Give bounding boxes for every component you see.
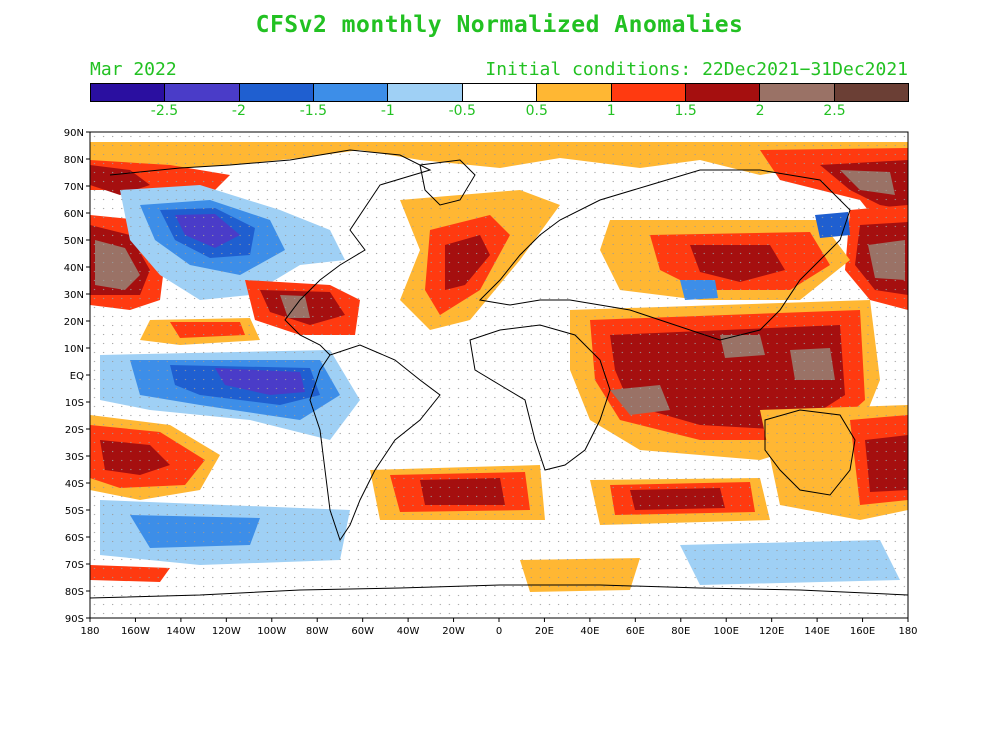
colorbar-swatch bbox=[239, 84, 315, 101]
colorbar-label: 2 bbox=[755, 103, 765, 119]
colorbar-label: 1 bbox=[606, 103, 616, 119]
colorbar-swatch bbox=[462, 84, 538, 101]
latitude-tick-label: 40S bbox=[65, 479, 84, 490]
latitude-tick-label: 50S bbox=[65, 506, 84, 517]
longitude-tick-label: 180 bbox=[898, 626, 917, 637]
longitude-tick-label: 100W bbox=[257, 626, 286, 637]
colorbar-swatch bbox=[314, 84, 389, 101]
longitude-labels: 180 160W 140W 120W 100W 80W 60W 40W 20W 0 20E 40E 60… bbox=[80, 618, 918, 637]
latitude-tick-label: 10N bbox=[64, 344, 84, 355]
colorbar-swatch bbox=[611, 84, 686, 101]
longitude-tick-label: 60E bbox=[626, 626, 645, 637]
latitude-tick-label: 70S bbox=[65, 560, 84, 571]
longitude-tick-label: 140E bbox=[804, 626, 829, 637]
latitude-tick-label: 60N bbox=[64, 209, 84, 220]
colorbar-swatch bbox=[165, 84, 240, 101]
latitude-tick-label: 60S bbox=[65, 533, 84, 544]
valid-month-label: Mar 2022 bbox=[90, 59, 177, 80]
longitude-tick-label: 100E bbox=[714, 626, 739, 637]
latitude-tick-label: 20N bbox=[64, 317, 84, 328]
latitude-tick-label: 90S bbox=[65, 614, 84, 625]
colorbar-swatch bbox=[91, 84, 166, 101]
coastlines bbox=[90, 149, 908, 599]
longitude-tick-label: 180 bbox=[80, 626, 99, 637]
latitude-labels: 90N 80N 70N 60N 50N 40N 30N 20N 10N EQ 10S 20S 30S 40… bbox=[64, 128, 90, 625]
latitude-tick-label: 80S bbox=[65, 587, 84, 598]
latitude-tick-label: 80N bbox=[64, 155, 84, 166]
colorbar-swatch bbox=[537, 84, 612, 101]
colorbar-label: -2.5 bbox=[150, 103, 179, 119]
colorbar-label: 1.5 bbox=[674, 103, 697, 119]
latitude-tick-label: 10S bbox=[65, 398, 84, 409]
map-title: CFSv2 monthly Normalized Anomalies bbox=[255, 12, 744, 38]
longitude-tick-label: 20E bbox=[535, 626, 554, 637]
latitude-tick-label: 20S bbox=[65, 425, 84, 436]
latitude-tick-label: 30S bbox=[65, 452, 84, 463]
longitude-tick-label: 40W bbox=[397, 626, 420, 637]
longitude-tick-label: 80E bbox=[671, 626, 690, 637]
latitude-tick-label: 70N bbox=[64, 182, 84, 193]
colorbar-label: -1.5 bbox=[299, 103, 328, 119]
longitude-tick-label: 160E bbox=[850, 626, 875, 637]
colorbar-label: -0.5 bbox=[448, 103, 476, 119]
colorbar-swatch bbox=[834, 84, 908, 101]
anomaly-field bbox=[90, 132, 908, 618]
longitude-tick-label: 0 bbox=[496, 626, 502, 637]
colorbar-label: -1 bbox=[380, 103, 395, 119]
latitude-tick-label: 50N bbox=[64, 236, 84, 247]
longitude-tick-label: 20W bbox=[442, 626, 465, 637]
latitude-tick-label: 30N bbox=[64, 290, 84, 301]
colorbar-swatch bbox=[388, 84, 463, 101]
longitude-tick-label: 160W bbox=[121, 626, 150, 637]
latitude-tick-label: EQ bbox=[70, 371, 84, 382]
initial-conditions-label: Initial conditions: 22Dec2021−31Dec2021 bbox=[485, 59, 908, 80]
longitude-tick-label: 120W bbox=[212, 626, 241, 637]
colorbar bbox=[90, 83, 909, 102]
longitude-tick-label: 40E bbox=[580, 626, 599, 637]
latitude-tick-label: 40N bbox=[64, 263, 84, 274]
colorbar-label: 0.5 bbox=[525, 103, 548, 119]
colorbar-swatch bbox=[760, 84, 835, 101]
colorbar-label: 2.5 bbox=[823, 103, 846, 119]
longitude-tick-label: 140W bbox=[166, 626, 195, 637]
colorbar-swatch bbox=[685, 84, 761, 101]
colorbar-label: -2 bbox=[231, 103, 246, 119]
latitude-tick-label: 90N bbox=[64, 128, 84, 139]
longitude-tick-label: 120E bbox=[759, 626, 784, 637]
longitude-tick-label: 60W bbox=[351, 626, 374, 637]
longitude-tick-label: 80W bbox=[306, 626, 329, 637]
